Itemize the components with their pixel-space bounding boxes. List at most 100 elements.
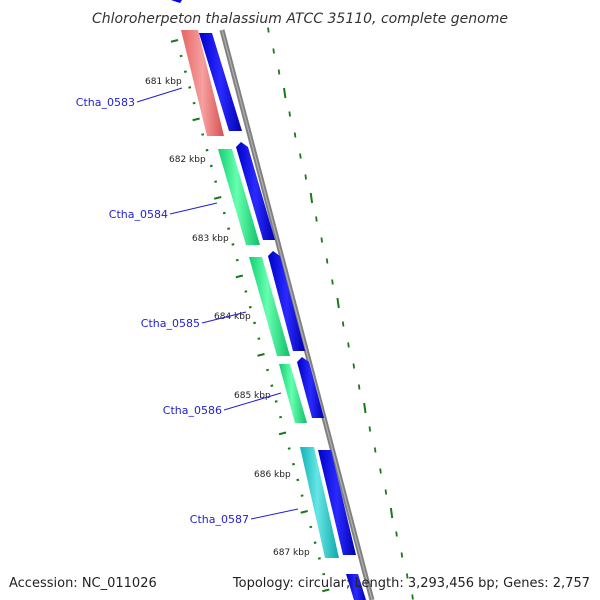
minor-tick (291, 462, 295, 466)
kbp-label: 685 kbp (234, 391, 271, 401)
minor-tick (231, 243, 235, 246)
cds-arrow-ctha-0583[interactable] (199, 33, 242, 131)
outer-tick (373, 447, 377, 453)
major-tick (213, 196, 222, 200)
outer-tick (400, 552, 404, 558)
minor-tick (214, 180, 218, 183)
outer-tick (411, 594, 414, 600)
leader-line (169, 202, 218, 215)
kbp-label: 686 kbp (254, 470, 291, 480)
outer-tick (283, 87, 287, 99)
cds-arrow-ctha-0584[interactable] (236, 142, 275, 240)
outer-tick (395, 531, 398, 537)
outer-tick-ring (267, 27, 414, 600)
minor-tick (179, 54, 183, 58)
outer-tick (299, 153, 302, 159)
outer-tick (368, 426, 372, 432)
gene-label-ctha-0587[interactable]: Ctha_0587 (190, 513, 249, 526)
gene-block-ctha-0587[interactable] (300, 447, 339, 558)
outer-tick (336, 297, 340, 309)
outer-tick (304, 174, 307, 180)
leader-line (250, 508, 299, 520)
outer-tick (267, 27, 270, 33)
major-tick (257, 353, 265, 357)
outer-tick (347, 342, 350, 348)
kbp-scale: 681 kbp 682 kbp 683 kbp 684 kbp 685 kbp … (145, 77, 310, 558)
outer-tick (341, 321, 345, 327)
major-tick (192, 117, 200, 122)
outer-tick (315, 216, 318, 222)
major-tick (322, 588, 330, 593)
major-tick (278, 431, 287, 436)
minor-tick (322, 572, 326, 576)
accession-text: Accession: NC_011026 (9, 576, 157, 591)
kbp-label: 682 kbp (169, 155, 206, 165)
minor-tick (270, 384, 274, 387)
cds-arrow-ctha-0585[interactable] (268, 251, 305, 351)
blue-feature-fragment-bottom (346, 574, 366, 600)
minor-tick (300, 494, 304, 497)
feature-track (171, 0, 366, 600)
gene-block-ctha-0586[interactable] (279, 364, 307, 423)
gene-label-ctha-0583[interactable]: Ctha_0583 (76, 96, 135, 109)
minor-tick (244, 290, 248, 293)
minor-tick (313, 541, 317, 544)
minor-tick (188, 86, 192, 89)
minor-tick (257, 337, 261, 340)
gene-block-ctha-0583[interactable] (181, 30, 224, 136)
genome-summary-text: Topology: circular; Length: 3,293,456 bp… (232, 576, 590, 591)
minor-tick (209, 164, 213, 168)
outer-tick (288, 111, 291, 117)
minor-tick (192, 101, 196, 105)
inner-tick-ring (170, 39, 330, 593)
kbp-label: 687 kbp (273, 548, 310, 558)
major-tick (300, 510, 308, 514)
outer-tick (309, 192, 314, 204)
minor-tick (201, 133, 205, 136)
genome-title: Chloroherpeton thalassium ATCC 35110, co… (92, 11, 508, 27)
outer-tick (320, 237, 323, 243)
outer-tick (325, 258, 329, 264)
outer-tick (331, 279, 334, 285)
kbp-label: 681 kbp (145, 77, 182, 87)
minor-tick (287, 447, 291, 450)
minor-tick (266, 368, 270, 372)
gene-label-ctha-0586[interactable]: Ctha_0586 (163, 404, 222, 417)
outer-tick (352, 363, 356, 369)
gene-block-ctha-0584[interactable] (218, 149, 260, 245)
minor-tick (296, 478, 300, 482)
outer-tick (293, 132, 297, 138)
minor-tick (317, 557, 321, 560)
minor-tick (309, 525, 313, 529)
outer-tick (357, 384, 361, 390)
major-tick (235, 274, 244, 279)
leader-line (223, 392, 282, 411)
gene-label-ctha-0585[interactable]: Ctha_0585 (141, 317, 200, 330)
cds-arrow-ctha-0587[interactable] (318, 450, 356, 555)
minor-tick (248, 305, 252, 309)
kbp-label: 684 kbp (214, 312, 251, 322)
minor-tick (235, 258, 239, 262)
cds-arrow-ctha-0586[interactable] (297, 357, 324, 418)
outer-tick (379, 468, 382, 474)
outer-tick (406, 573, 409, 579)
outer-tick (363, 402, 367, 414)
kbp-label: 683 kbp (192, 234, 229, 244)
minor-tick (253, 321, 257, 325)
outer-tick (389, 507, 394, 519)
gene-label-ctha-0584[interactable]: Ctha_0584 (109, 208, 168, 221)
leader-line (136, 87, 183, 103)
minor-tick (274, 400, 278, 403)
minor-tick (222, 211, 226, 215)
leader-line (201, 311, 247, 324)
minor-tick (227, 227, 231, 230)
outer-tick (384, 489, 388, 495)
minor-tick (279, 415, 282, 419)
minor-tick (183, 70, 187, 73)
gene-labels: Ctha_0583 Ctha_0584 Ctha_0585 Ctha_0586 … (76, 87, 299, 526)
blue-feature-fragment (171, 0, 182, 3)
gene-block-ctha-0585[interactable] (249, 257, 290, 356)
outer-tick (277, 69, 281, 75)
